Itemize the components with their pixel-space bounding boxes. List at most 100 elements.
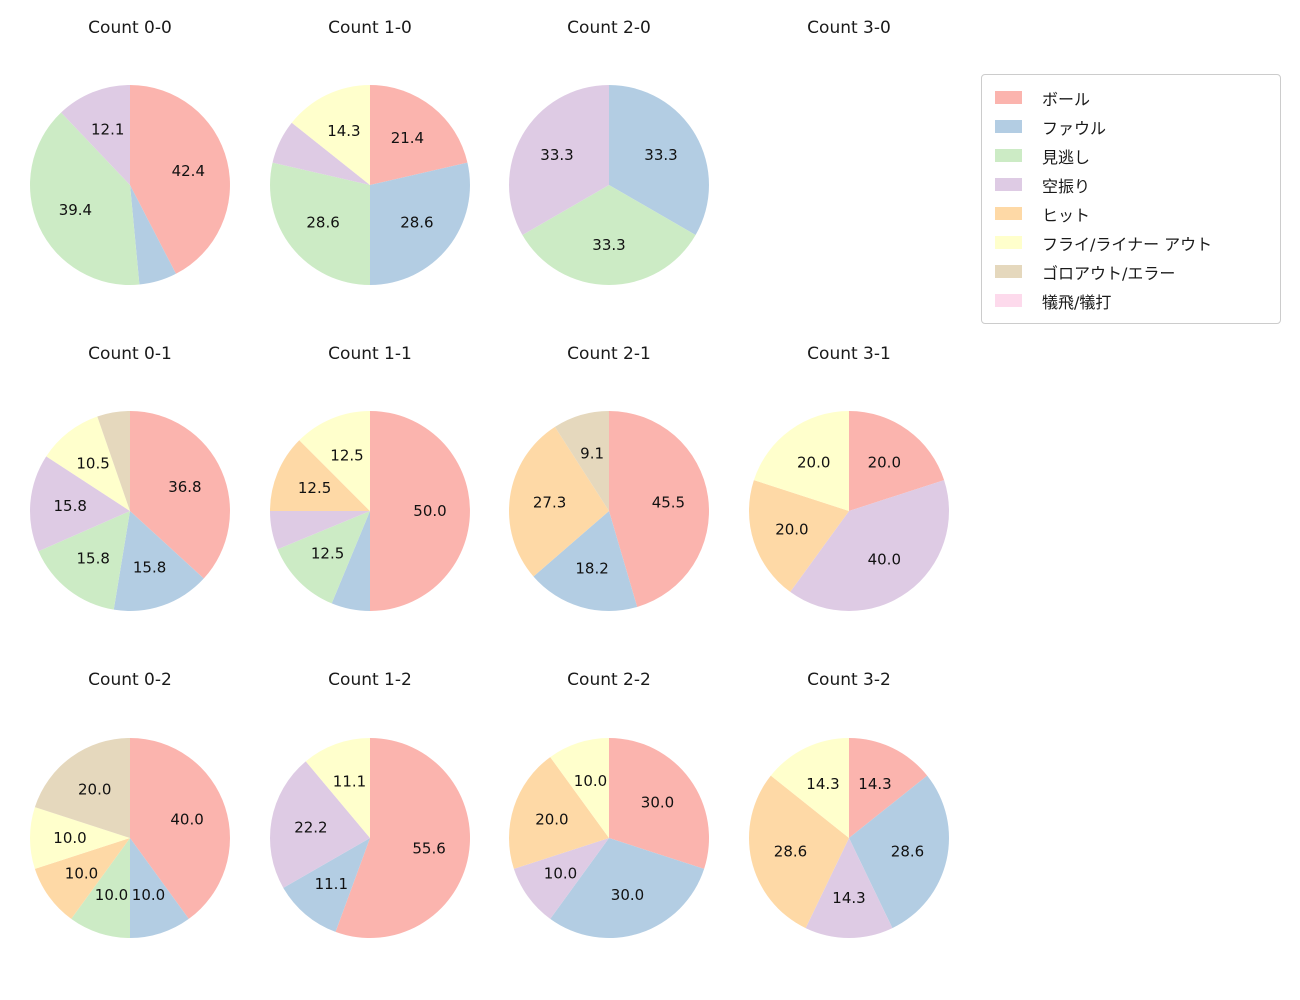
pie-slice (71, 838, 130, 938)
pie-slice-percent-label: 10.0 (53, 829, 86, 847)
pie-slice-percent-label: 27.3 (533, 494, 566, 512)
pie-count-1-1: 50.0 12.5 12.5 12.5 (270, 411, 470, 611)
chart-title-count-0-2: Count 0-2 (88, 670, 172, 690)
pie-slice-percent-label: 9.1 (580, 444, 604, 462)
chart-title-count-3-0: Count 3-0 (807, 18, 891, 38)
pie-slice-percent-label: 40.0 (170, 811, 203, 829)
legend-item: ヒット (982, 199, 1280, 228)
pie-slice (283, 838, 370, 932)
legend-label: フライ/ライナー アウト (1042, 234, 1213, 254)
pie-slice (790, 480, 950, 612)
pie-slice (849, 738, 928, 838)
chart-title-count-1-2: Count 1-2 (328, 670, 412, 690)
pie-slice (34, 738, 130, 838)
pie-count-0-0: 42.4 39.4 12.1 (29, 85, 230, 286)
pie-slice-percent-label: 28.6 (891, 842, 924, 860)
pie-slice-percent-label: 10.0 (95, 886, 128, 904)
pie-slice-percent-label: 14.3 (806, 775, 839, 793)
pie-slice (849, 775, 950, 929)
pie-slice (29, 112, 140, 286)
pie-slice-percent-label: 12.5 (311, 544, 344, 562)
pie-slice-percent-label: 14.3 (858, 775, 891, 793)
legend-item: ゴロアウト/エラー (982, 257, 1280, 286)
pie-slice-percent-label: 15.8 (76, 549, 109, 567)
legend-swatch (995, 265, 1022, 278)
pie-slice-percent-label: 30.0 (641, 794, 674, 812)
legend-swatch (995, 236, 1022, 249)
pie-slice-percent-label: 10.0 (574, 772, 607, 790)
legend-swatch (995, 149, 1022, 162)
pie-slice-percent-label: 33.3 (592, 236, 625, 254)
pie-slice-percent-label: 12.5 (298, 479, 331, 497)
pie-slice-percent-label: 10.0 (544, 864, 577, 882)
pie-slice-percent-label: 20.0 (78, 781, 111, 799)
legend-item: ボール (982, 83, 1280, 112)
legend-items: ボール ファウル 見逃し 空振り ヒット フライ/ライナー アウト ゴロアウト/エラー 犠飛/… (982, 83, 1280, 315)
pie-slice-percent-label: 10.0 (132, 886, 165, 904)
pie-slice (849, 411, 945, 511)
pie-slice-percent-label: 33.3 (540, 146, 573, 164)
pie-count-3-1: 20.0 40.0 20.0 20.0 (748, 411, 950, 612)
pie-slice (370, 411, 470, 611)
chart-title-count-3-2: Count 3-2 (807, 670, 891, 690)
pie-count-0-1: 36.8 15.8 15.8 15.8 10.5 (30, 411, 230, 612)
pie-slice (61, 85, 131, 185)
chart-title-count-2-1: Count 2-1 (567, 344, 651, 364)
pie-slice (748, 775, 849, 929)
legend-swatch (995, 178, 1022, 191)
pie-slice-percent-label: 15.8 (133, 559, 166, 577)
pie-slice (509, 85, 609, 235)
legend-item: 空振り (982, 170, 1280, 199)
legend-label: ボール (1042, 89, 1091, 109)
pie-count-0-2: 40.010.010.010.010.020.0 (29, 738, 230, 938)
chart-title-count-2-0: Count 2-0 (567, 18, 651, 38)
legend-swatch (995, 120, 1022, 133)
legend-item: 見逃し (982, 141, 1280, 170)
chart-title-count-3-1: Count 3-1 (807, 344, 891, 364)
pie-slice (38, 511, 131, 610)
pie-slice (335, 738, 471, 938)
pie-slice (97, 411, 130, 511)
pie-slice (748, 480, 849, 592)
pie-slice (46, 416, 130, 511)
legend-label: 空振り (1042, 176, 1091, 196)
pie-slice-percent-label: 28.6 (774, 842, 807, 860)
pie-slice-percent-label: 14.3 (832, 889, 865, 907)
pie-count-2-2: 30.0 30.0 10.0 20.0 10.0 (508, 738, 710, 939)
pie-slice (270, 440, 370, 511)
pie-slice (522, 185, 696, 285)
pie-slice-percent-label: 10.5 (76, 455, 109, 473)
pie-slice-percent-label: 50.0 (413, 502, 446, 520)
pie-slice-percent-label: 39.4 (59, 201, 92, 219)
legend-label: ファウル (1042, 118, 1107, 138)
legend-item: フライ/ライナー アウト (982, 228, 1280, 257)
pie-slice-percent-label: 20.0 (775, 521, 808, 539)
legend-swatch (995, 294, 1022, 307)
chart-title-count-1-0: Count 1-0 (328, 18, 412, 38)
pie-slice (609, 411, 709, 607)
chart-title-count-0-0: Count 0-0 (88, 18, 172, 38)
pie-slice (130, 185, 176, 285)
pie-slice (113, 511, 204, 612)
pie-slice-percent-label: 45.5 (652, 494, 685, 512)
pie-count-3-2: 14.3 28.6 14.3 28.6 14.3 (748, 738, 950, 939)
pie-slice (269, 761, 370, 888)
pie-count-3-0 (739, 75, 959, 295)
pie-slice (272, 122, 370, 185)
pie-slice-percent-label: 12.1 (91, 120, 124, 138)
pie-slice (805, 838, 893, 939)
pie-slice (753, 411, 849, 511)
pie-slice (29, 807, 130, 869)
pie-slice-percent-label: 21.4 (391, 129, 424, 147)
legend-item: ファウル (982, 112, 1280, 141)
pie-slice (130, 838, 189, 938)
pie-slice (508, 426, 609, 577)
pie-slice (370, 162, 470, 285)
pie-count-2-1: 45.5 18.2 27.3 9.1 (508, 411, 709, 611)
pie-slice (30, 456, 130, 552)
pie-slice (554, 411, 609, 511)
legend-swatch (995, 91, 1022, 104)
pie-slice (130, 411, 230, 579)
pie-slice (533, 511, 638, 611)
